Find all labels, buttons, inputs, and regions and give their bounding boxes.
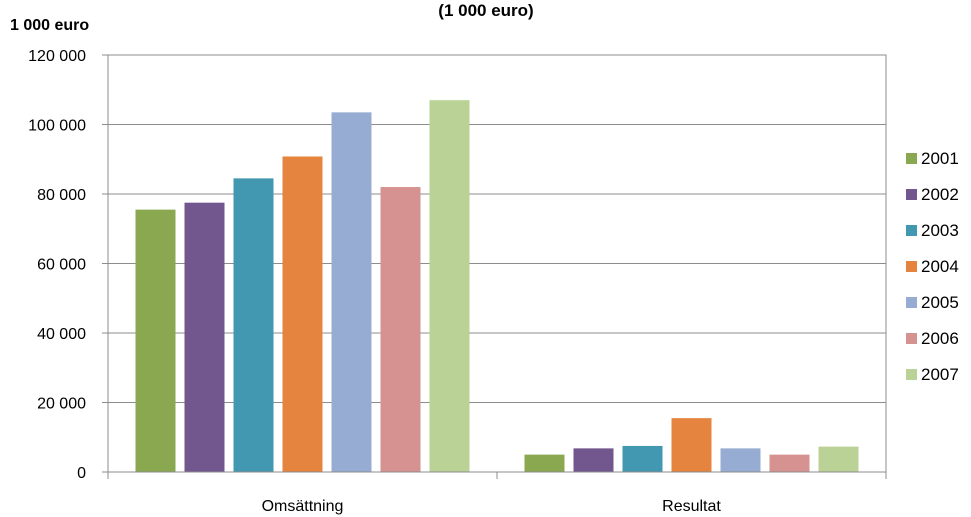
- x-tick-label: Omsättning: [262, 498, 344, 515]
- legend-label: 2003: [921, 221, 959, 240]
- legend-label: 2007: [921, 365, 959, 384]
- legend-item: 2004: [906, 257, 959, 276]
- legend-swatch: [906, 153, 917, 164]
- y-axis-label: 1 000 euro: [10, 17, 89, 34]
- axes: [102, 54, 887, 479]
- legend-swatch: [906, 297, 917, 308]
- legend-item: 2005: [906, 293, 959, 312]
- legend-swatch: [906, 189, 917, 200]
- bar-2002-omsattning: [184, 202, 225, 472]
- bar-2005-resultat: [720, 448, 761, 472]
- bar-2001-resultat: [524, 454, 565, 472]
- y-tick-label: 40 000: [37, 326, 86, 343]
- bar-2004-omsattning: [282, 156, 323, 472]
- legend-label: 2005: [921, 293, 959, 312]
- bar-2001-omsattning: [135, 209, 176, 472]
- legend-swatch: [906, 369, 917, 380]
- bar-2004-resultat: [671, 418, 712, 472]
- y-tick-label: 80 000: [37, 187, 86, 204]
- bar-2007-omsattning: [429, 100, 470, 473]
- bar-2007-resultat: [818, 446, 859, 472]
- bars: [135, 100, 859, 473]
- legend-item: 2007: [906, 365, 959, 384]
- legend-item: 2002: [906, 185, 959, 204]
- legend-label: 2006: [921, 329, 959, 348]
- bar-2006-resultat: [769, 454, 810, 472]
- legend-swatch: [906, 261, 917, 272]
- bar-2006-omsattning: [380, 187, 421, 473]
- y-tick-label: 60 000: [37, 257, 86, 274]
- legend-item: 2003: [906, 221, 959, 240]
- legend-label: 2004: [921, 257, 959, 276]
- bar-2003-resultat: [622, 445, 663, 472]
- legend-label: 2001: [921, 149, 959, 168]
- legend-swatch: [906, 333, 917, 344]
- y-tick-label: 100 000: [28, 118, 86, 135]
- chart-title: (1 000 euro): [438, 1, 533, 20]
- legend-label: 2002: [921, 185, 959, 204]
- x-tick-labels: Omsättning Resultat: [262, 498, 722, 515]
- legend-item: 2001: [906, 149, 959, 168]
- legend: 2001 2002 2003 2004 2005 2006 2007: [906, 149, 959, 384]
- legend-swatch: [906, 225, 917, 236]
- legend-item: 2006: [906, 329, 959, 348]
- x-tick-label: Resultat: [662, 498, 721, 515]
- y-tick-label: 120 000: [28, 48, 86, 65]
- y-tick-labels: 0 20 000 40 000 60 000 80 000 100 000 120 000: [28, 48, 86, 482]
- y-tick-label: 20 000: [37, 396, 86, 413]
- y-tick-label: 0: [77, 465, 86, 482]
- bar-2003-omsattning: [233, 178, 274, 473]
- gridlines: [107, 54, 887, 473]
- bar-2002-resultat: [573, 448, 614, 472]
- bar-2005-omsattning: [331, 112, 372, 473]
